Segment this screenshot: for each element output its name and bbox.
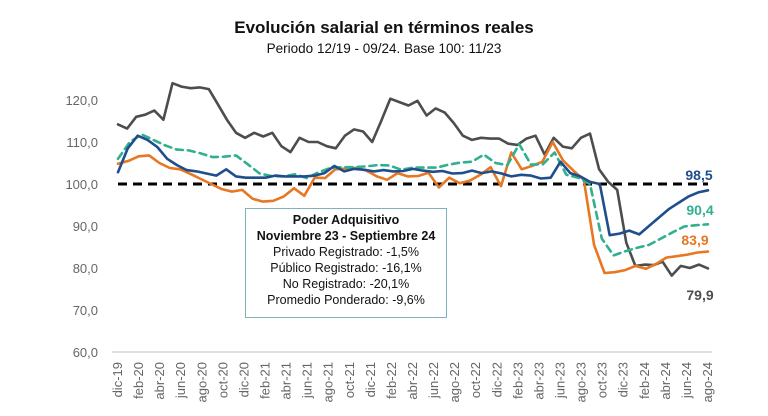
- x-tick-label: abr-23: [531, 362, 546, 400]
- x-tick-label: feb-23: [510, 362, 525, 399]
- y-tick-label: 90,0: [73, 219, 98, 234]
- y-tick-label: 100,0: [65, 177, 98, 192]
- x-tick-label: abr-21: [279, 362, 294, 400]
- x-tick-label: jun-21: [300, 362, 315, 399]
- x-tick-label: oct-20: [215, 362, 230, 398]
- x-axis: dic-19 feb-20 abr-20 jun-20 ago-20 oct-20 dic-…: [110, 351, 715, 402]
- y-tick-label: 60,0: [73, 345, 98, 360]
- end-label-no-registrado: 79,9: [686, 287, 713, 303]
- x-tick-label: jun-20: [173, 362, 188, 399]
- box-title-line-2: Noviembre 23 - Septiembre 24: [256, 229, 436, 243]
- x-tick-label: jun-22: [426, 362, 441, 399]
- y-tick-label: 110,0: [66, 135, 98, 150]
- x-tick-label: jun-23: [553, 362, 568, 399]
- x-tick-label: abr-24: [658, 362, 673, 400]
- y-tick-label: 80,0: [73, 261, 98, 276]
- series-line-promedio-ponderado: [116, 133, 710, 257]
- end-label-privado-registrado: 98,5: [685, 167, 712, 183]
- x-tick-label: oct-22: [468, 362, 483, 398]
- x-tick-label: dic-19: [110, 362, 125, 397]
- x-tick-label: dic-21: [363, 362, 378, 397]
- purchasing-power-box: Poder Adquisitivo Noviembre 23 - Septiem…: [245, 208, 447, 318]
- box-line-publico: Público Registrado: -16,1%: [270, 261, 422, 275]
- x-tick-label: oct-23: [595, 362, 610, 398]
- x-tick-label: dic-22: [489, 362, 504, 397]
- x-tick-label: feb-21: [258, 362, 273, 399]
- y-axis: 60,0 70,0 80,0 90,0 100,0 110,0 120,0: [65, 93, 98, 360]
- x-tick-label: oct-21: [342, 362, 357, 398]
- x-tick-label: abr-20: [152, 362, 167, 400]
- series-line-público-registrado: [116, 140, 710, 275]
- x-tick-label: feb-24: [637, 362, 652, 399]
- box-line-privado: Privado Registrado: -1,5%: [273, 245, 419, 259]
- x-tick-label: ago-20: [194, 362, 209, 402]
- chart-subtitle: Periodo 12/19 - 09/24. Base 100: 11/23: [267, 41, 502, 56]
- x-tick-label: dic-20: [236, 362, 251, 397]
- x-tick-label: feb-20: [131, 362, 146, 399]
- x-tick-label: abr-22: [405, 362, 420, 400]
- x-tick-label: ago-23: [574, 362, 589, 402]
- box-line-no-registrado: No Registrado: -20,1%: [282, 277, 410, 291]
- x-tick-label: ago-22: [447, 362, 462, 402]
- box-line-promedio: Promedio Ponderado: -9,6%: [267, 293, 425, 307]
- x-tick-label: dic-23: [616, 362, 631, 397]
- end-labels: 98,5 90,4 83,9 79,9: [681, 167, 713, 303]
- end-label-público-registrado: 83,9: [681, 232, 708, 248]
- x-tick-label: feb-22: [384, 362, 399, 399]
- series-line-no-registrado: [116, 81, 710, 277]
- end-label-promedio-ponderado: 90,4: [686, 202, 713, 218]
- x-tick-label: jun-24: [679, 362, 694, 399]
- y-tick-label: 120,0: [65, 93, 98, 108]
- series-line-privado-registrado: [116, 134, 710, 237]
- x-tick-label: ago-24: [700, 362, 715, 402]
- series-lines: [116, 81, 710, 277]
- chart-title: Evolución salarial en términos reales: [234, 18, 534, 37]
- y-tick-label: 70,0: [73, 303, 98, 318]
- x-tick-label: ago-21: [321, 362, 336, 402]
- box-title-line-1: Poder Adquisitivo: [292, 213, 400, 227]
